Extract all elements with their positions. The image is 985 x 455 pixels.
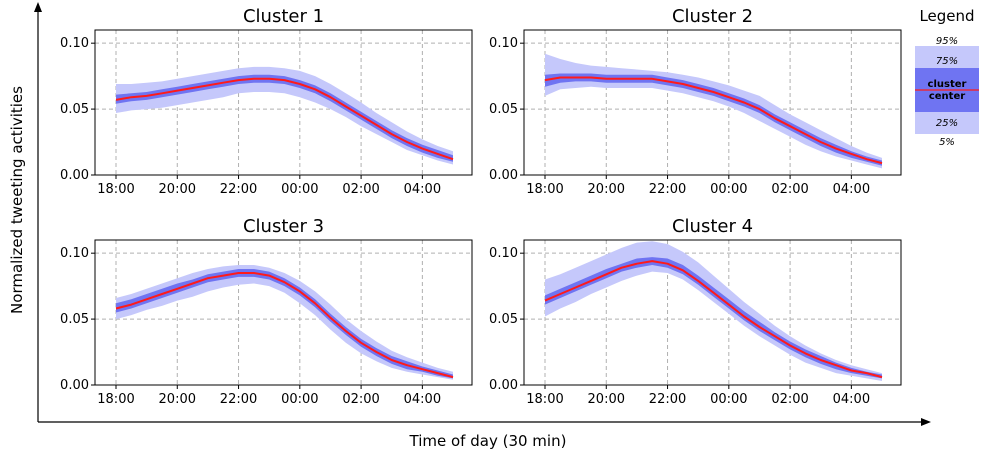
x-axis-arrowhead: [921, 418, 931, 426]
x-tick-label: 04:00: [833, 392, 870, 407]
cluster-center-line: [115, 77, 454, 161]
x-tick-label: 22:00: [649, 182, 686, 197]
cluster-panel: 0.00 0.05 0.10 18:00 20:00 22:00 00:00 02:00 04:…: [60, 6, 473, 197]
x-tick-label: 20:00: [588, 392, 625, 407]
legend-title: Legend: [919, 7, 974, 25]
plot-frame: [94, 29, 473, 176]
band-25-75-percentile: [116, 269, 453, 379]
plot-frame: [94, 239, 473, 386]
band-5-95-percentile: [545, 53, 882, 169]
legend-p75: 75%: [936, 56, 958, 67]
panel-title: Cluster 4: [672, 216, 753, 237]
figure-y-label: Normalized tweeting activities: [8, 86, 26, 314]
legend-p5: 5%: [939, 137, 955, 148]
y-tick-label: 0.05: [60, 102, 89, 117]
x-tick-label: 18:00: [526, 182, 563, 197]
x-tick-label: 18:00: [97, 182, 134, 197]
figure-axes: [34, 2, 931, 426]
x-tick-label: 20:00: [159, 392, 196, 407]
y-tick-label: 0.05: [489, 102, 518, 117]
plot-frame: [523, 29, 902, 176]
x-tick-label: 02:00: [771, 392, 808, 407]
x-tick-label: 22:00: [220, 182, 257, 197]
x-tick-label: 20:00: [588, 182, 625, 197]
band-25-75-percentile: [545, 257, 882, 379]
y-axis-arrowhead: [34, 2, 42, 12]
panel-title: Cluster 2: [672, 6, 753, 27]
legend-center-label-2: center: [929, 91, 965, 102]
y-tick-label: 0.10: [489, 246, 518, 261]
panel-title: Cluster 1: [243, 6, 324, 27]
cluster-panel: 0.00 0.05 0.10 18:00 20:00 22:00 00:00 02:00 04:…: [489, 6, 902, 197]
x-tick-label: 04:00: [404, 392, 441, 407]
legend-p25: 25%: [936, 118, 958, 129]
cluster-center-line: [544, 76, 883, 165]
x-tick-label: 02:00: [342, 392, 379, 407]
y-tick-label: 0.10: [60, 246, 89, 261]
y-tick-label: 0.00: [60, 378, 89, 393]
y-tick-label: 0.10: [60, 36, 89, 51]
figure-x-label: Time of day (30 min): [409, 432, 567, 450]
x-tick-label: 22:00: [649, 392, 686, 407]
x-tick-label: 02:00: [342, 182, 379, 197]
y-tick-label: 0.10: [489, 36, 518, 51]
x-tick-label: 18:00: [97, 392, 134, 407]
x-tick-label: 00:00: [281, 392, 318, 407]
x-tick-label: 22:00: [220, 392, 257, 407]
y-tick-label: 0.00: [489, 168, 518, 183]
cluster-center-line: [115, 272, 454, 379]
cluster-center-line: [544, 260, 883, 379]
band-5-95-percentile: [545, 241, 882, 381]
y-tick-label: 0.05: [60, 312, 89, 327]
plot-frame: [523, 239, 902, 386]
x-tick-label: 20:00: [159, 182, 196, 197]
y-tick-label: 0.00: [489, 378, 518, 393]
cluster-panel: 0.00 0.05 0.10 18:00 20:00 22:00 00:00 02:00 04:…: [60, 216, 473, 407]
legend-p95: 95%: [936, 36, 958, 47]
x-tick-label: 04:00: [404, 182, 441, 197]
cluster-panel: 0.00 0.05 0.10 18:00 20:00 22:00 00:00 02:00 04:…: [489, 216, 902, 407]
y-tick-label: 0.05: [489, 312, 518, 327]
legend-center-label-1: cluster: [928, 79, 967, 90]
x-tick-label: 02:00: [771, 182, 808, 197]
band-5-95-percentile: [116, 66, 453, 165]
y-tick-label: 0.00: [60, 168, 89, 183]
panel-title: Cluster 3: [243, 216, 324, 237]
cluster-panels: 0.00 0.05 0.10 18:00 20:00 22:00 00:00 02:00 04:…: [60, 6, 902, 407]
x-tick-label: 18:00: [526, 392, 563, 407]
x-tick-label: 04:00: [833, 182, 870, 197]
x-tick-label: 00:00: [710, 392, 747, 407]
legend: Legend 95% 75% cluster center 25% 5%: [915, 7, 979, 148]
x-tick-label: 00:00: [281, 182, 318, 197]
x-tick-label: 00:00: [710, 182, 747, 197]
